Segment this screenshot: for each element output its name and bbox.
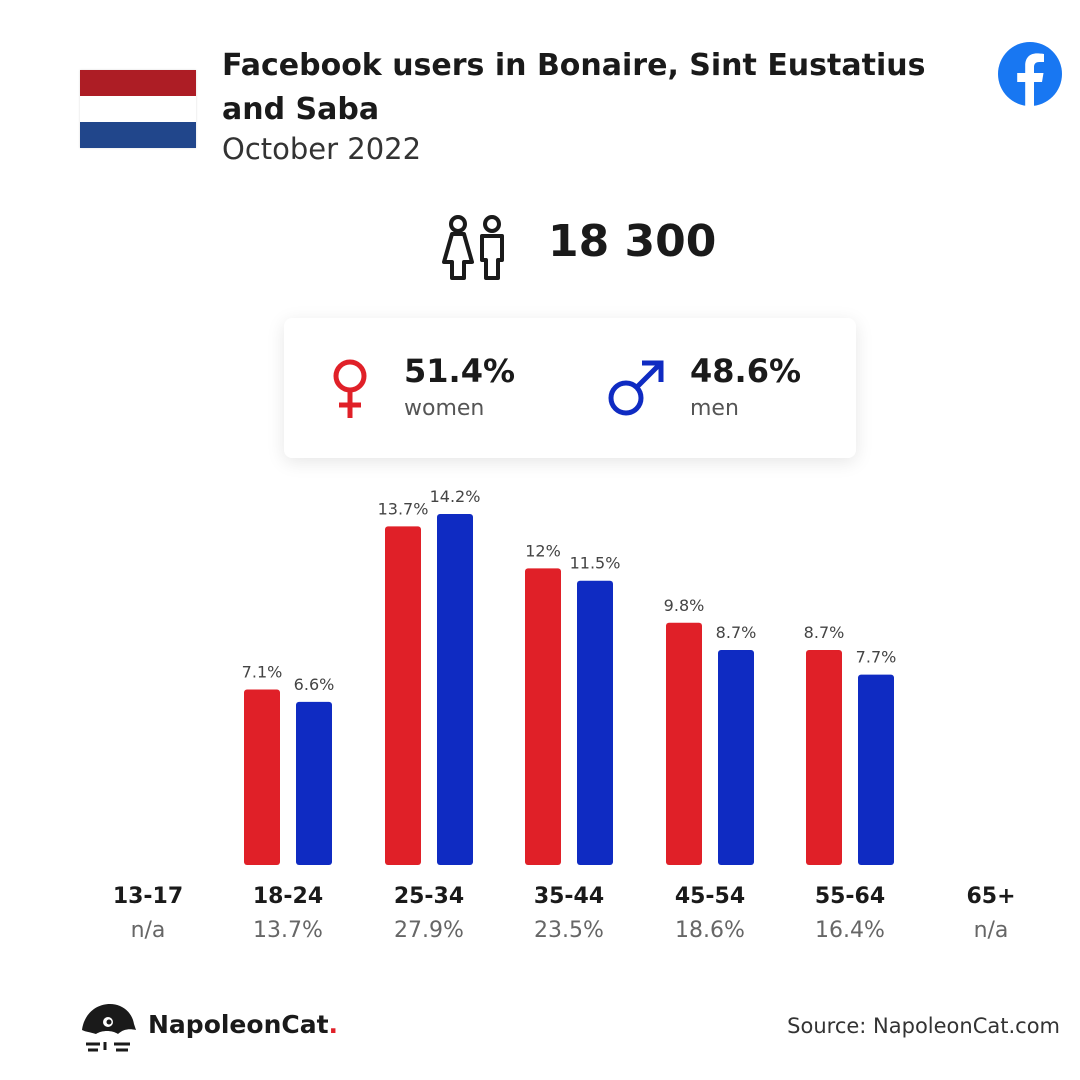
women-value-label-18-24: 7.1% (242, 663, 283, 682)
brand-dot: . (328, 1010, 339, 1039)
age-label-65+: 65+ (966, 884, 1016, 909)
male-icon (608, 360, 664, 416)
women-label: women (404, 396, 485, 421)
female-icon (333, 359, 367, 418)
age-share-35-44: 23.5% (534, 918, 604, 943)
men-bar-45-54 (718, 649, 754, 865)
age-share-45-54: 18.6% (675, 918, 745, 943)
men-percent: 48.6% (690, 352, 802, 390)
women-value-label-45-54: 9.8% (664, 596, 705, 615)
women-bar-35-44 (525, 568, 561, 865)
page-title: Facebook users in Bonaire, Sint Eustatiu… (222, 48, 926, 127)
users-icon (442, 215, 504, 280)
page-subtitle: October 2022 (222, 132, 422, 166)
age-label-25-34: 25-34 (393, 884, 465, 909)
men-bar-35-44 (577, 580, 613, 865)
men-bar-55-64 (858, 674, 894, 865)
age-label-45-54: 45-54 (674, 884, 746, 909)
brand-text: NapoleonCat (148, 1010, 329, 1039)
men-bar-18-24 (296, 701, 332, 865)
women-value-label-55-64: 8.7% (804, 623, 845, 642)
women-bar-45-54 (666, 622, 702, 865)
age-share-65+: n/a (973, 918, 1009, 943)
women-bar-55-64 (806, 649, 842, 865)
age-share-25-34: 27.9% (394, 918, 464, 943)
women-percent: 51.4% (404, 352, 516, 390)
age-label-35-44: 35-44 (533, 884, 605, 909)
gender-card: 51.4% women 48.6% men (284, 318, 856, 458)
brand-name: NapoleonCat. (148, 1010, 338, 1039)
facebook-icon (998, 42, 1062, 106)
flag-stripe-red (80, 70, 196, 96)
men-value-label-55-64: 7.7% (856, 648, 897, 667)
flag-stripe-blue (80, 122, 196, 148)
flag-stripe-white (80, 96, 196, 122)
napoleoncat-logo-icon (82, 1004, 136, 1052)
total-users: 18 300 (548, 216, 717, 267)
men-label: men (690, 396, 739, 421)
women-value-label-35-44: 12% (525, 541, 561, 560)
source-text: Source: NapoleonCat.com (787, 1014, 1060, 1038)
age-label-55-64: 55-64 (814, 884, 886, 909)
men-value-label-25-34: 14.2% (430, 487, 481, 506)
women-bar-18-24 (244, 689, 280, 865)
age-share-18-24: 13.7% (253, 918, 323, 943)
age-gender-bar-chart: 7.1% 13.7% 12% 9.8% 8.7% 6.6% 14.2% 11.5% 8.7% 7.… (242, 487, 897, 865)
age-share-55-64: 16.4% (815, 918, 885, 943)
men-value-label-18-24: 6.6% (294, 675, 335, 694)
men-value-label-45-54: 8.7% (716, 623, 757, 642)
country-flag (80, 70, 196, 148)
men-value-label-35-44: 11.5% (570, 554, 621, 573)
women-bar-25-34 (385, 526, 421, 865)
age-share-13-17: n/a (130, 918, 166, 943)
age-label-13-17: 13-17 (112, 884, 184, 909)
age-label-18-24: 18-24 (252, 884, 324, 909)
women-value-label-25-34: 13.7% (378, 499, 429, 518)
men-bar-25-34 (437, 514, 473, 865)
